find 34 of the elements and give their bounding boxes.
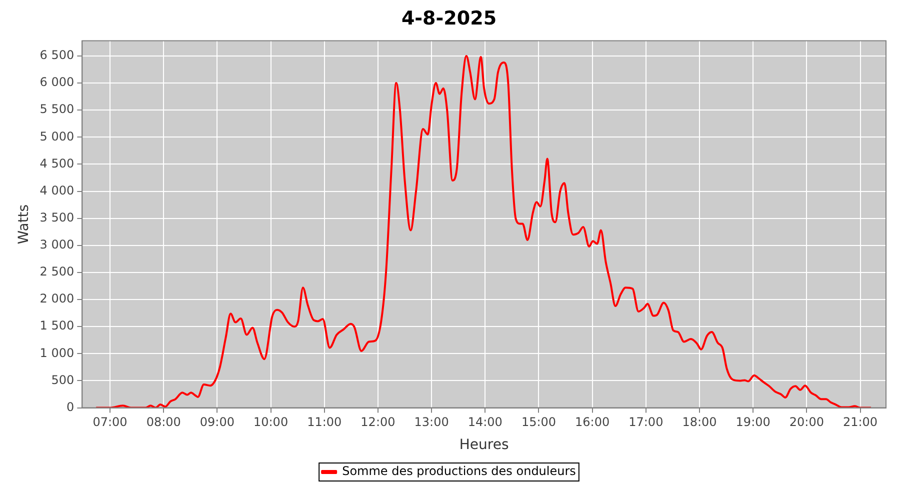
x-tick-label: 20:00 (789, 415, 824, 430)
legend-label: Somme des productions des onduleurs (342, 464, 576, 478)
y-tick-label: 3 500 (40, 210, 74, 224)
y-tick-label: 1 000 (40, 346, 74, 360)
line-series (95, 54, 872, 408)
y-tick-label: 3 000 (40, 238, 74, 252)
y-tick-label: 4 500 (40, 156, 74, 170)
y-tick-label: 1 500 (40, 318, 74, 333)
y-tick-label: 6 500 (40, 48, 74, 62)
y-tick-label: 5 500 (40, 102, 74, 116)
x-tick-label: 09:00 (200, 415, 234, 430)
y-tick-label: 2 500 (40, 264, 74, 279)
x-axis-title: Heures (459, 437, 509, 454)
x-tick-label: 17:00 (628, 415, 664, 430)
x-tick-label: 07:00 (92, 415, 128, 430)
y-tick-label: 0 (66, 400, 74, 414)
y-tick-label: 2 000 (40, 292, 74, 306)
x-tick-label: 12:00 (360, 415, 396, 430)
x-tick-label: 18:00 (682, 415, 717, 430)
y-axis-title: Watts (16, 204, 32, 244)
y-tick-label: 5 000 (40, 129, 74, 144)
y-tick-label: 4 000 (40, 183, 74, 198)
y-tick-label: 500 (51, 372, 74, 387)
x-tick-label: 11:00 (307, 415, 342, 430)
x-tick-label: 16:00 (575, 415, 610, 430)
x-tick-label: 13:00 (414, 415, 449, 430)
chart-title: 4-8-2025 (401, 7, 497, 30)
x-tick-label: 14:00 (468, 415, 502, 430)
x-tick-label: 08:00 (146, 415, 181, 430)
x-tick-label: 19:00 (736, 415, 770, 430)
y-tick-label: 6 000 (40, 75, 74, 90)
x-tick-label: 10:00 (253, 415, 288, 430)
x-tick-label: 21:00 (842, 415, 878, 430)
x-tick-label: 15:00 (521, 415, 556, 430)
